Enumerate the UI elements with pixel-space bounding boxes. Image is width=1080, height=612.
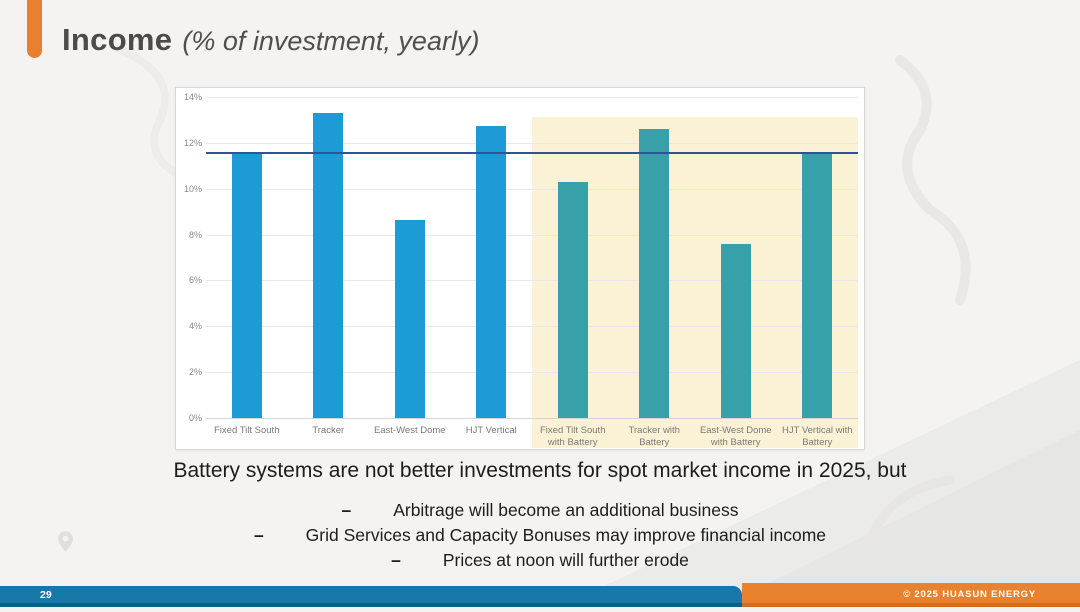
bullet-item: – Grid Services and Capacity Bonuses may … <box>0 525 1080 546</box>
accent-bar <box>27 0 42 58</box>
bullet-item: – Prices at noon will further erode <box>0 550 1080 571</box>
header: Income (% of investment, yearly) <box>62 22 479 58</box>
chart-panel: 0% 2% 4% 6% 8% 10% 12% 14% Fixed Tilt South Track… <box>175 87 865 450</box>
key-statement: Battery systems are not better investmen… <box>173 459 907 482</box>
bar <box>394 219 425 418</box>
bullet-dash: – <box>341 500 352 520</box>
gridline <box>206 372 858 374</box>
bullet-text: Arbitrage will become an additional busi… <box>393 500 739 520</box>
gridline <box>206 418 858 419</box>
footer-blue-strip <box>0 603 742 607</box>
y-axis-tick-label: 10% <box>183 183 202 194</box>
bullet-text: Grid Services and Capacity Bonuses may i… <box>305 525 827 545</box>
x-axis-category-label: HJT Vertical with Battery <box>781 425 853 449</box>
x-axis-category-label: Fixed Tilt South <box>214 425 280 436</box>
footer-blue-bar <box>0 586 742 603</box>
x-axis-category-label: East-West Dome <box>373 425 446 436</box>
y-axis-tick-label: 2% <box>188 367 202 378</box>
map-pin-icon <box>58 531 73 557</box>
y-axis-tick-label: 14% <box>183 92 202 102</box>
reference-line <box>206 152 858 155</box>
y-axis-tick-label: 0% <box>188 413 202 423</box>
footer-orange-bar <box>742 583 1080 603</box>
bar <box>639 129 670 418</box>
bullet-dash: – <box>391 550 401 570</box>
page-number: 29 <box>40 589 52 601</box>
y-axis-tick-label: 6% <box>188 275 202 286</box>
gridline <box>206 326 858 328</box>
copyright-text: © 2025 HUASUN ENERGY <box>903 589 1036 600</box>
gridline <box>206 97 858 98</box>
x-axis-category-label: Tracker with Battery <box>628 425 680 449</box>
y-axis-tick-label: 12% <box>183 137 202 148</box>
bar <box>802 153 833 418</box>
gridline <box>206 234 858 236</box>
bullet-dash: – <box>253 525 264 545</box>
bullet-list: – Arbitrage will become an additional bus… <box>0 500 1080 575</box>
bar <box>231 154 262 418</box>
page-title: Income <box>62 22 173 57</box>
bar <box>720 243 751 418</box>
x-axis-category-label: Tracker <box>312 425 345 436</box>
y-axis-tick-label: 8% <box>188 229 202 240</box>
footer-orange-strip <box>742 603 1080 607</box>
bar <box>557 181 588 418</box>
page-subtitle: (% of investment, yearly) <box>182 26 480 56</box>
x-axis-category-label: HJT Vertical <box>465 425 517 436</box>
bullet-item: – Arbitrage will become an additional bus… <box>0 500 1080 521</box>
gridline <box>206 142 858 144</box>
x-axis-category-label: Fixed Tilt South with Battery <box>540 425 606 449</box>
gridline <box>206 188 858 190</box>
bullet-text: Prices at noon will further erode <box>442 550 689 570</box>
bar <box>476 125 507 418</box>
y-axis-tick-label: 4% <box>188 321 202 332</box>
bar <box>313 113 344 418</box>
x-axis-category-label: East-West Dome with Battery <box>699 425 772 449</box>
gridline <box>206 280 858 282</box>
